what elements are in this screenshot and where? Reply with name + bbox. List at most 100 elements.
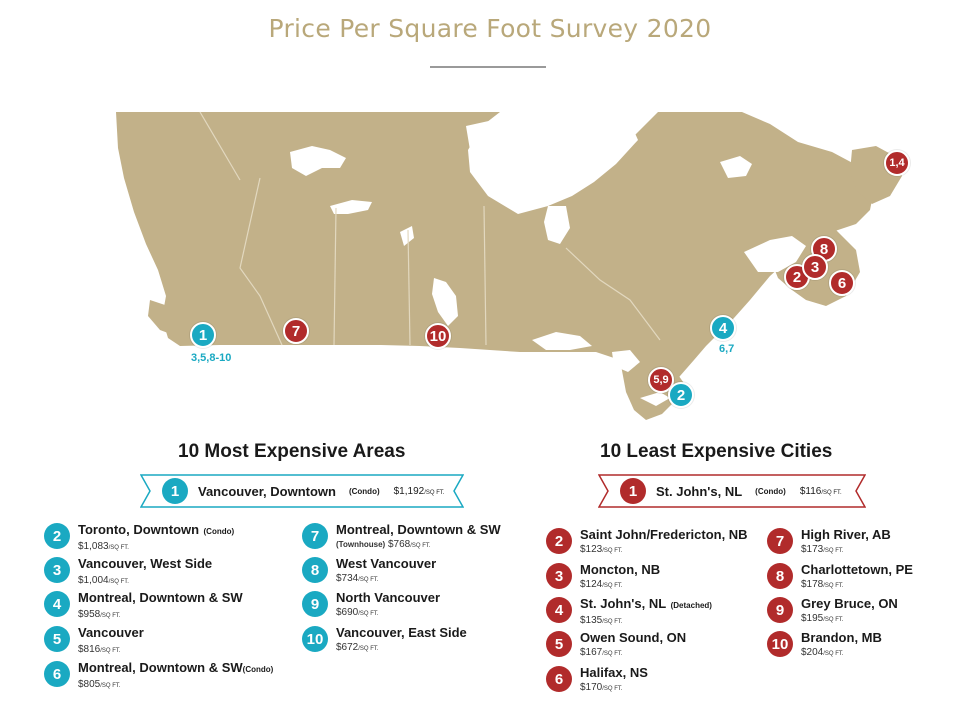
list-item: 3 Vancouver, West Side $1,004/SQ FT. <box>44 556 212 590</box>
map-marker-montreal: 4 <box>710 315 736 341</box>
map-marker-brandon: 10 <box>425 323 451 349</box>
area-price: $672/SQ FT. <box>336 642 379 653</box>
area-name: Montreal, Downtown & SW <box>78 590 243 605</box>
canada-map <box>116 111 902 420</box>
list-item: 4 Montreal, Downtown & SW $958/SQ FT. <box>44 590 243 624</box>
city-price: $195/SQ FT. <box>801 613 844 624</box>
city-name: Brandon, MB <box>801 630 882 645</box>
banner-frame <box>140 474 464 508</box>
city-name: Grey Bruce, ON <box>801 596 898 611</box>
province-borders <box>199 111 661 346</box>
expensive-top-banner: 1 Vancouver, Downtown (Condo) $1,192/SQ … <box>140 474 464 508</box>
lake-erie <box>640 392 670 406</box>
rank-badge: 9 <box>767 597 793 623</box>
city-name: St. John's, NL <box>580 596 667 611</box>
expensive-heading: 10 Most Expensive Areas <box>178 441 406 462</box>
rank-badge: 3 <box>44 557 70 583</box>
rank-badge: 8 <box>767 563 793 589</box>
quebec-lake <box>720 156 752 178</box>
list-item: 8 Charlottetown, PE $178/SQ FT. <box>767 562 913 594</box>
rank-badge: 10 <box>767 631 793 657</box>
rank-badge: 1 <box>620 478 646 504</box>
city-price: $170/SQ FT. <box>580 682 623 693</box>
list-item: 6 Montreal, Downtown & SW(Condo) $805/SQ… <box>44 660 273 694</box>
great-slave-lake <box>330 200 372 214</box>
area-price: $690/SQ FT. <box>336 607 379 618</box>
rank-badge: 7 <box>302 523 328 549</box>
rank-badge: 4 <box>546 597 572 623</box>
border-yukon-nwt <box>199 111 241 181</box>
list-item: 2 Saint John/Fredericton, NB $123/SQ FT. <box>546 527 748 559</box>
rank-badge: 6 <box>546 666 572 692</box>
city-price: $167/SQ FT. <box>580 647 623 658</box>
area-price: $1,192/SQ FT. <box>393 485 445 497</box>
city-price: $124/SQ FT. <box>580 579 623 590</box>
city-name: Owen Sound, ON <box>580 630 687 645</box>
rank-badge: 4 <box>44 591 70 617</box>
map-marker-st-johns: 1,4 <box>884 150 910 176</box>
area-price: $1,083/SQ FT. <box>78 541 129 552</box>
great-bear-lake <box>290 146 346 176</box>
area-price: $1,004/SQ FT. <box>78 575 129 586</box>
rank-badge: 7 <box>767 528 793 554</box>
hudson-bay <box>466 112 638 208</box>
area-note: (Condo) <box>348 486 380 496</box>
area-name: Toronto, Downtown <box>78 522 200 537</box>
title-divider <box>430 66 546 68</box>
city-name: Charlottetown, PE <box>801 562 913 577</box>
city-price: $178/SQ FT. <box>801 579 844 590</box>
list-item: 7 High River, AB $173/SQ FT. <box>767 527 891 559</box>
james-bay <box>544 206 570 244</box>
border-manitoba-ontario <box>483 205 487 346</box>
city-name: Saint John/Fredericton, NB <box>580 527 748 542</box>
border-ontario-quebec <box>565 247 661 341</box>
border-sask-manitoba <box>407 229 411 346</box>
city-price: $173/SQ FT. <box>801 544 844 555</box>
area-name: Montreal, Downtown & SW <box>78 660 243 675</box>
city-name: St. John's, NL <box>656 483 743 499</box>
rank-badge: 6 <box>44 661 70 687</box>
lake-athabasca <box>400 226 414 246</box>
area-note: (Condo) <box>242 665 274 674</box>
city-name: Halifax, NS <box>580 665 648 680</box>
area-name: Vancouver, West Side <box>78 556 213 571</box>
area-name: Vancouver, Downtown <box>198 483 336 499</box>
map-marker-vancouver-sub: 3,5,8-10 <box>191 352 232 364</box>
list-item: 10 Brandon, MB $204/SQ FT. <box>767 630 882 662</box>
area-name: West Vancouver <box>336 556 437 571</box>
list-item: 3 Moncton, NB $124/SQ FT. <box>546 562 660 594</box>
map-marker-high-river: 7 <box>283 318 309 344</box>
rank-badge: 10 <box>302 626 328 652</box>
list-item: 5 Owen Sound, ON $167/SQ FT. <box>546 630 686 662</box>
area-note: (Condo) <box>203 527 235 536</box>
list-item: 7 Montreal, Downtown & SW (Townhouse) $7… <box>302 522 501 554</box>
lake-huron <box>612 350 640 372</box>
city-price: $204/SQ FT. <box>801 647 844 658</box>
city-note: (Condo) <box>755 486 786 496</box>
area-name: Vancouver <box>78 625 144 640</box>
banner-frame <box>598 474 866 508</box>
map-marker-montreal-sub: 6,7 <box>719 343 735 355</box>
rank-badge: 1 <box>162 478 188 504</box>
rank-badge: 2 <box>44 523 70 549</box>
list-item: 5 Vancouver $816/SQ FT. <box>44 625 144 659</box>
list-item: 4 St. John's, NL (Detached) $135/SQ FT. <box>546 596 712 630</box>
lake-winnipeg <box>432 278 458 326</box>
rank-badge: 9 <box>302 591 328 617</box>
area-price: $958/SQ FT. <box>78 609 121 620</box>
rank-badge: 5 <box>44 626 70 652</box>
map-marker-owen-sound: 5,9 <box>648 367 674 393</box>
rank-badge: 3 <box>546 563 572 589</box>
border-alberta-sask <box>333 207 337 346</box>
area-price: $805/SQ FT. <box>78 679 121 690</box>
border-bc-alberta <box>239 177 283 346</box>
list-item: 8 West Vancouver $734/SQ FT. <box>302 556 436 588</box>
city-price: $116/SQ FT. <box>799 485 842 497</box>
rank-badge: 8 <box>302 557 328 583</box>
city-name: High River, AB <box>801 527 891 542</box>
area-name: North Vancouver <box>336 590 441 605</box>
page-title: Price Per Square Foot Survey 2020 <box>268 14 712 43</box>
gulf-of-st-lawrence <box>744 236 806 272</box>
vancouver-island <box>148 300 180 336</box>
area-name: Vancouver, East Side <box>336 625 467 640</box>
